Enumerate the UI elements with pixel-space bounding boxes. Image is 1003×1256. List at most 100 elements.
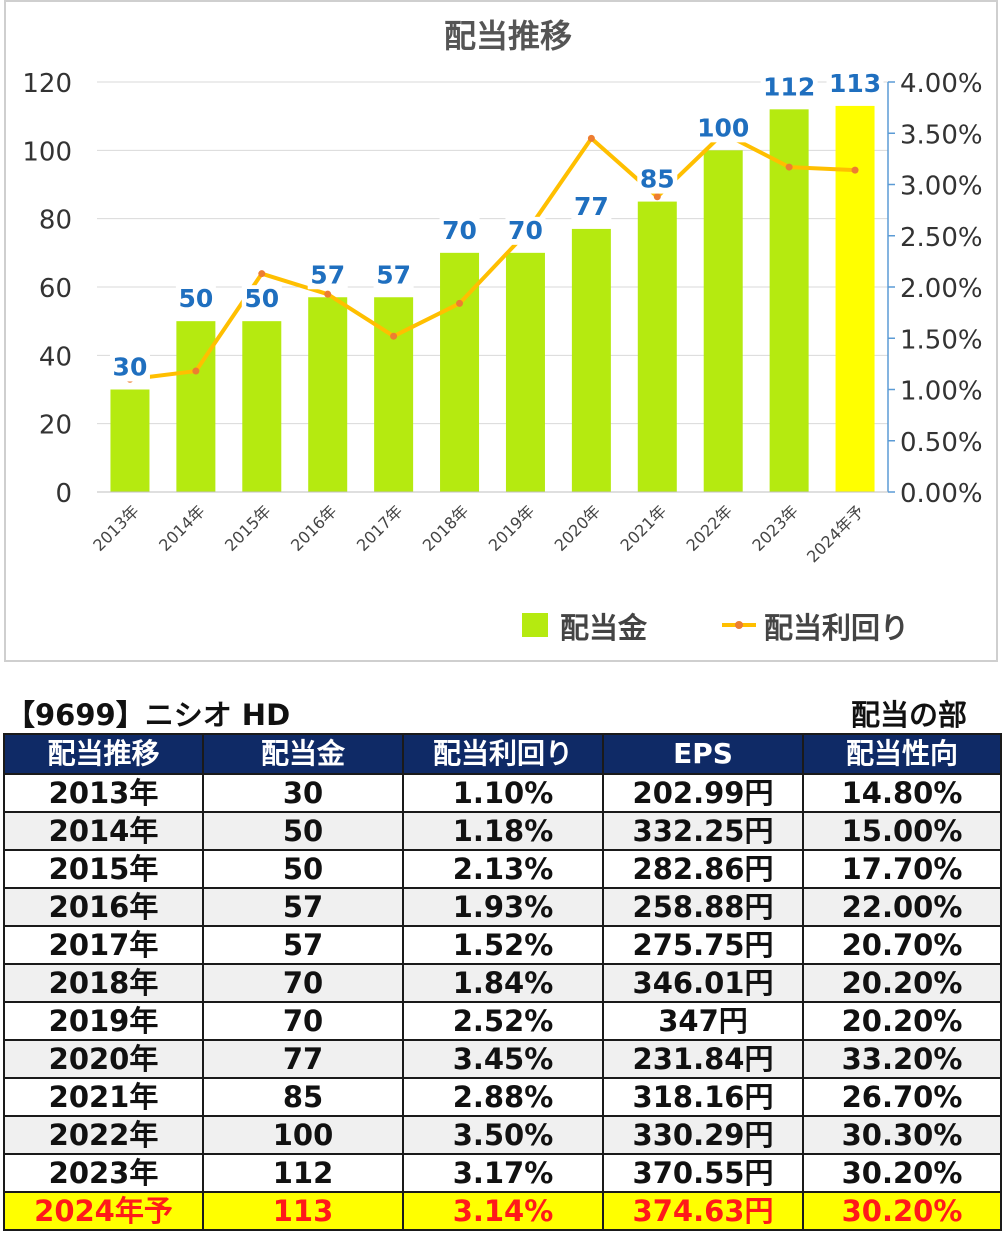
yield-point (785, 163, 793, 171)
bar-dividend (637, 201, 677, 493)
bar-dividend (703, 150, 743, 493)
cell-yield: 2.13% (402, 849, 604, 889)
bar-value-label: 70 (442, 216, 477, 245)
cell-eps: 374.63円 (602, 1191, 804, 1231)
chart-legend: 配当金 配当利回り (522, 611, 909, 645)
cell-year: 2018年 (3, 963, 204, 1003)
cell-eps: 332.25円 (602, 811, 804, 851)
table-row: 2019年 70 2.52% 347円 20.20% (3, 1001, 1002, 1041)
section-title: 配当の部 (850, 698, 967, 732)
cell-year: 2021年 (3, 1077, 204, 1117)
left-tick-label: 20 (39, 411, 72, 441)
cell-eps: 347円 (602, 1001, 804, 1041)
cell-eps: 370.55円 (602, 1153, 804, 1193)
table-row: 2024年予 113 3.14% 374.63円 30.20% (3, 1191, 1002, 1231)
category-label: 2023年 (748, 501, 802, 555)
cell-dividend: 50 (202, 811, 404, 851)
cell-dividend: 57 (202, 887, 404, 927)
right-tick-label: 0.00% (900, 479, 983, 509)
category-label: 2022年 (682, 501, 736, 555)
bar-label-bg (694, 114, 752, 143)
table-row: 2021年 85 2.88% 318.16円 26.70% (3, 1077, 1002, 1117)
cell-eps: 330.29円 (602, 1115, 804, 1155)
bar-value-label: 77 (574, 192, 609, 221)
cell-eps: 231.84円 (602, 1039, 804, 1079)
cell-payout: 30.20% (802, 1153, 1002, 1193)
cell-yield: 3.50% (402, 1115, 604, 1155)
dividend-table: 配当推移 配当金 配当利回り EPS 配当性向 2013年 30 1.10% 202.… (3, 733, 1002, 1231)
header-yield: 配当利回り (402, 733, 604, 775)
cell-eps: 202.99円 (602, 773, 804, 813)
cell-eps: 346.01円 (602, 963, 804, 1003)
category-label: 2021年 (617, 501, 671, 555)
right-tick-label: 2.00% (900, 274, 983, 304)
left-tick-label: 120 (22, 69, 72, 99)
cell-year: 2017年 (3, 925, 204, 965)
cell-dividend: 113 (202, 1191, 404, 1231)
category-label: 2024年予 (803, 501, 868, 566)
yield-point (587, 134, 595, 142)
bar-value-label: 57 (310, 260, 345, 289)
yield-point (851, 166, 859, 174)
right-tick-label: 1.50% (900, 325, 983, 355)
yield-point (324, 290, 332, 298)
bar-value-label: 30 (113, 353, 148, 382)
cell-payout: 15.00% (802, 811, 1002, 851)
table-row: 2020年 77 3.45% 231.84円 33.20% (3, 1039, 1002, 1079)
yield-point (653, 193, 661, 201)
bar-dividend (571, 228, 611, 492)
cell-year: 2019年 (3, 1001, 204, 1041)
bar-label-bg (571, 192, 612, 221)
cell-dividend: 77 (202, 1039, 404, 1079)
category-label: 2014年 (155, 501, 209, 555)
category-label: 2016年 (287, 501, 341, 555)
header-year: 配当推移 (3, 733, 204, 775)
category-label: 2018年 (419, 501, 473, 555)
cell-dividend: 30 (202, 773, 404, 813)
bar-dividend (440, 252, 480, 492)
cell-year: 2016年 (3, 887, 204, 927)
right-tick-label: 2.50% (900, 223, 983, 253)
bar-dividend (176, 321, 216, 492)
bar-value-label: 112 (763, 72, 815, 101)
cell-yield: 3.45% (402, 1039, 604, 1079)
right-tick-label: 4.00% (900, 69, 983, 99)
bar-dividend (242, 321, 282, 492)
cell-eps: 258.88円 (602, 887, 804, 927)
cell-payout: 33.20% (802, 1039, 1002, 1079)
yield-point (390, 332, 398, 340)
cell-payout: 26.70% (802, 1077, 1002, 1117)
cell-yield: 2.88% (402, 1077, 604, 1117)
cell-yield: 3.17% (402, 1153, 604, 1193)
bar-dividend (769, 109, 809, 492)
cell-year: 2015年 (3, 849, 204, 889)
yield-point (258, 270, 266, 278)
category-label: 2019年 (485, 501, 539, 555)
header-payout: 配当性向 (802, 733, 1002, 775)
bar-value-label: 100 (697, 113, 749, 142)
bar-value-label: 113 (829, 69, 881, 98)
left-tick-label: 60 (39, 274, 72, 304)
bar-label-bg (241, 285, 282, 314)
table-row: 2023年 112 3.17% 370.55円 30.20% (3, 1153, 1002, 1193)
cell-yield: 1.93% (402, 887, 604, 927)
cell-dividend: 70 (202, 1001, 404, 1041)
stock-code-title: 【9699】ニシオ HD (6, 698, 291, 732)
table-row: 2017年 57 1.52% 275.75円 20.70% (3, 925, 1002, 965)
bar-label-bg (109, 353, 150, 382)
bar-label-bg (505, 216, 546, 245)
table-row: 2022年 100 3.50% 330.29円 30.30% (3, 1115, 1002, 1155)
bar-value-label: 57 (376, 260, 411, 289)
cell-year: 2020年 (3, 1039, 204, 1079)
cell-eps: 318.16円 (602, 1077, 804, 1117)
cell-year: 2024年予 (3, 1191, 204, 1231)
cell-payout: 20.20% (802, 963, 1002, 1003)
cell-year: 2022年 (3, 1115, 204, 1155)
bar-dividend (835, 105, 875, 493)
category-label: 2013年 (89, 501, 143, 555)
table-row: 2018年 70 1.84% 346.01円 20.20% (3, 963, 1002, 1003)
cell-yield: 1.84% (402, 963, 604, 1003)
bar-value-label: 70 (508, 216, 543, 245)
cell-payout: 30.30% (802, 1115, 1002, 1155)
cell-payout: 30.20% (802, 1191, 1002, 1231)
